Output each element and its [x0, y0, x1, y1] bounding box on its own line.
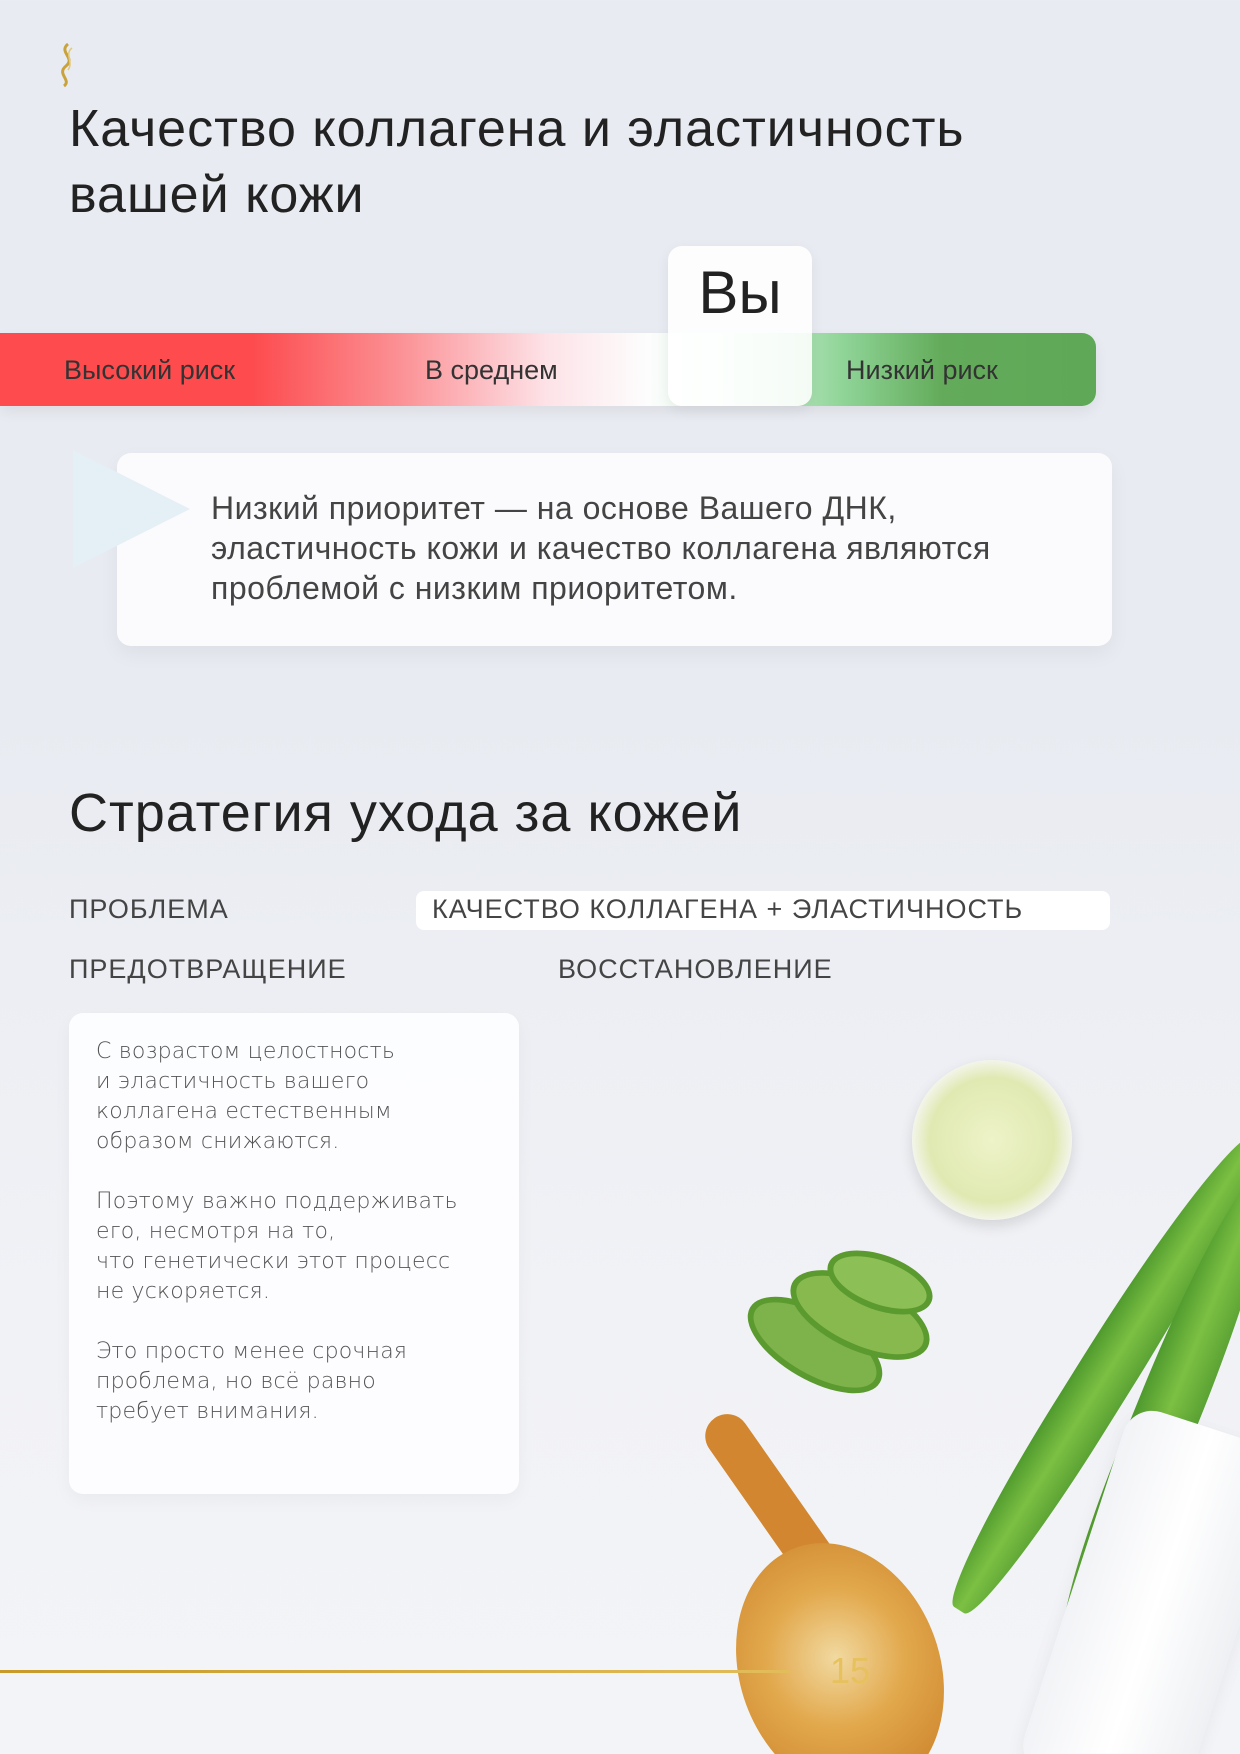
gel-bowl — [912, 1060, 1072, 1220]
priority-text: Низкий приоритет — на основе Вашего ДНК,… — [211, 490, 991, 606]
play-triangle-icon — [73, 450, 190, 568]
prevention-paragraph: Поэтому важно поддерживать его, несмотря… — [96, 1189, 458, 1304]
you-marker-label: Вы — [698, 259, 782, 326]
risk-label-high: Высокий риск — [64, 355, 236, 385]
dna-helix-icon — [61, 42, 73, 88]
prevention-paragraph: Это просто менее срочная проблема, но вс… — [96, 1339, 408, 1424]
prevention-label: ПРЕДОТВРАЩЕНИЕ — [69, 954, 347, 984]
footer-divider — [0, 1670, 790, 1673]
strategy-title: Стратегия ухода за кожей — [69, 783, 743, 843]
risk-scale-bar — [0, 333, 1096, 406]
risk-label-average: В среднем — [425, 355, 558, 385]
you-marker: Вы — [668, 246, 812, 406]
problem-label: ПРОБЛЕМА — [69, 894, 229, 924]
problem-value-box: КАЧЕСТВО КОЛЛАГЕНА + ЭЛАСТИЧНОСТЬ — [416, 891, 1110, 930]
page-title: Качество коллагена и эластичность вашей … — [69, 100, 965, 224]
risk-label-low: Низкий риск — [846, 355, 998, 385]
prevention-card: С возрастом целостность и эластичность в… — [69, 1013, 519, 1494]
problem-value: КАЧЕСТВО КОЛЛАГЕНА + ЭЛАСТИЧНОСТЬ — [432, 894, 1024, 924]
priority-callout — [117, 453, 1112, 646]
page-number: 15 — [830, 1650, 871, 1691]
prevention-paragraph: С возрастом целостность и эластичность в… — [96, 1039, 396, 1154]
recovery-label: ВОССТАНОВЛЕНИЕ — [558, 954, 833, 984]
wooden-spoon-bowl — [701, 1513, 979, 1754]
aloe-photo — [640, 1040, 1240, 1754]
